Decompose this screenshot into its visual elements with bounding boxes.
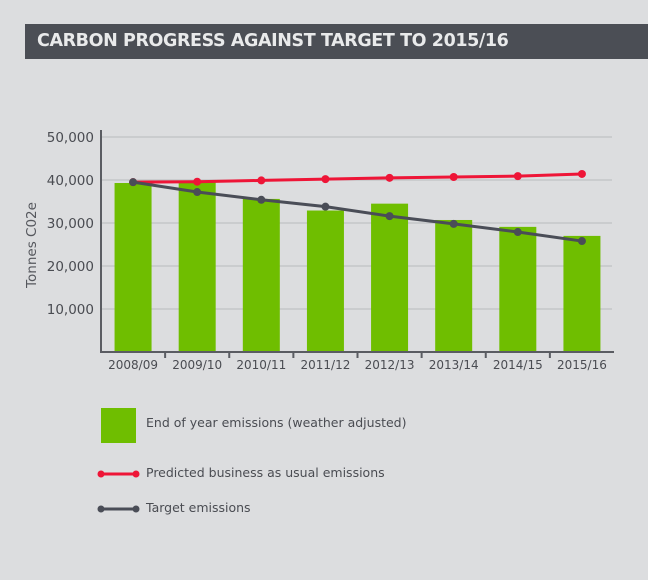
legend-label-bar: End of year emissions (weather adjusted) [146,415,407,430]
target-point-2013-14 [449,219,458,228]
bau-point-2011-12 [321,175,330,184]
bar-2012-13 [371,203,409,352]
y-tick-label: 20,000 [47,259,94,275]
bar-2011-12 [306,210,344,352]
bar-2008-09 [114,183,152,352]
x-tick-label: 2012/13 [365,358,415,372]
y-tick-label: 10,000 [47,302,94,318]
y-axis-title: Tonnes C02e [24,202,40,289]
legend-swatch-target-dot [97,505,105,513]
bau-point-2012-13 [385,173,394,182]
target-point-2015-16 [577,237,586,246]
bar-2013-14 [435,219,473,352]
axes [100,130,614,358]
target-line [132,180,583,243]
target-point-2008-09 [129,178,138,187]
target-point-2009-10 [193,188,202,197]
legend-swatch-target-dot [132,505,140,513]
bar-2014-15 [499,226,537,352]
chart-title: CARBON PROGRESS AGAINST TARGET TO 2015/1… [37,31,509,51]
x-tick-label: 2010/11 [236,358,286,372]
bar-2009-10 [178,182,216,352]
x-tick-labels: 2008/09 2009/10 2010/11 2011/12 2012/13 2013/… [108,358,607,372]
bau-point-2013-14 [449,172,458,181]
bau-point-2010-11 [257,176,266,185]
lines [129,169,586,246]
x-tick-label: 2013/14 [429,358,479,372]
x-tick-label: 2011/12 [301,358,351,372]
y-tick-labels: 10,000 20,000 30,000 40,000 50,000 [47,130,94,318]
legend-label-target: Target emissions [145,500,251,515]
target-point-2011-12 [321,202,330,211]
bars [114,182,601,352]
target-point-2014-15 [513,228,522,237]
legend-swatch-bau-dot [132,470,140,478]
bar-2010-11 [242,198,280,352]
bau-line [133,172,582,184]
x-tick-label: 2014/15 [493,358,543,372]
target-point-2010-11 [257,195,266,204]
bau-point-2009-10 [193,177,202,186]
x-tick-label: 2009/10 [172,358,222,372]
y-tick-label: 50,000 [47,130,94,146]
bau-point-2014-15 [513,172,522,181]
target-point-2012-13 [385,212,394,221]
legend-swatch-bar [101,408,136,443]
bau-point-2015-16 [577,169,586,178]
bar-2015-16 [563,235,601,352]
legend: End of year emissions (weather adjusted)… [97,408,407,515]
y-tick-label: 30,000 [47,216,94,232]
x-tick-label: 2008/09 [108,358,158,372]
title-bar: CARBON PROGRESS AGAINST TARGET TO 2015/1… [25,24,648,59]
legend-swatch-bau-dot [97,470,105,478]
x-tick-label: 2015/16 [557,358,607,372]
legend-label-bau: Predicted business as usual emissions [146,465,385,480]
y-tick-label: 40,000 [47,173,94,189]
